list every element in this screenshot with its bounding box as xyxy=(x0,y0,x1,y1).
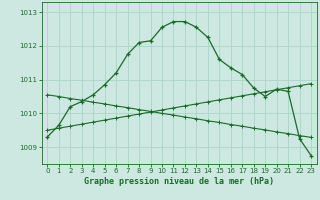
X-axis label: Graphe pression niveau de la mer (hPa): Graphe pression niveau de la mer (hPa) xyxy=(84,177,274,186)
